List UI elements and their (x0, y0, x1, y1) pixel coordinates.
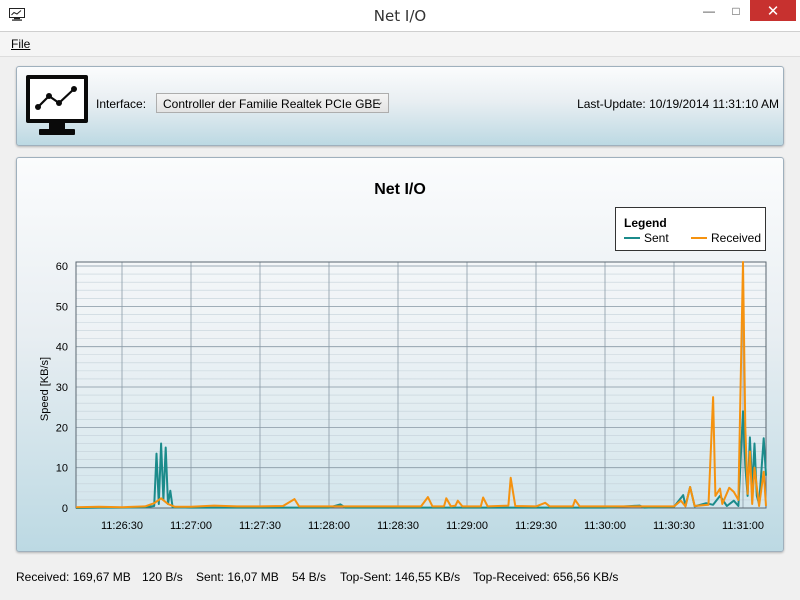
interface-dropdown[interactable]: Controller der Familie Realtek PCIe GBE … (156, 93, 389, 113)
interface-dropdown-value: Controller der Familie Realtek PCIe GBE (163, 97, 381, 111)
x-tick-label: 11:29:30 (515, 520, 557, 532)
interface-label: Interface: (96, 97, 147, 111)
status-sent-total: Sent: 16,07 MB (196, 570, 279, 584)
x-tick-label: 11:30:00 (584, 520, 626, 532)
status-received-total: Received: 169,67 MB (16, 570, 131, 584)
y-tick-label: 10 (56, 463, 68, 475)
status-top-received: Top-Received: 656,56 KB/s (473, 570, 619, 584)
x-tick-label: 11:29:00 (446, 520, 488, 532)
chart-title: Net I/O (374, 181, 426, 198)
legend-received-swatch (691, 237, 707, 239)
status-sent-rate: 54 B/s (292, 570, 327, 584)
x-tick-label: 11:30:30 (653, 520, 695, 532)
x-tick-label: 11:27:00 (170, 520, 212, 532)
x-tick-label: 11:31:00 (722, 520, 764, 532)
status-received-rate: 120 B/s (142, 570, 183, 584)
title-bar: Net I/O — □ ✕ (0, 0, 800, 32)
y-tick-label: 40 (56, 342, 68, 354)
close-button[interactable]: ✕ (750, 0, 796, 21)
series-line-received (75, 261, 767, 509)
x-tick-label: 11:27:30 (239, 520, 281, 532)
last-update-text: Last-Update: 10/19/2014 11:31:10 AM (577, 97, 779, 111)
plot-area (76, 262, 766, 508)
status-top-sent: Top-Sent: 146,55 KB/s (340, 570, 461, 584)
window-title: Net I/O (373, 7, 427, 25)
y-tick-label: 20 (56, 422, 68, 434)
y-tick-label: 0 (62, 503, 68, 515)
menu-bar: File (0, 32, 800, 57)
legend-sent-label: Sent (644, 231, 669, 245)
status-bar: Received: 169,67 MB 120 B/s Sent: 16,07 … (0, 562, 800, 592)
monitor-icon (9, 8, 25, 21)
x-tick-label: 11:26:30 (101, 520, 143, 532)
legend-sent-swatch (624, 237, 640, 239)
x-tick-label: 11:28:00 (308, 520, 350, 532)
y-tick-label: 30 (56, 382, 68, 394)
monitor-chart-icon (26, 75, 88, 135)
minimize-button[interactable]: — (703, 3, 715, 18)
chart-panel: 0 10 20 30 40 50 60 11:26:30 11:27:00 11:27:30 11:… (16, 157, 784, 552)
net-io-chart: 0 10 20 30 40 50 60 11:26:30 11:27:00 11:27:30 11:… (39, 261, 767, 532)
maximize-button[interactable]: □ (732, 3, 740, 18)
x-tick-label: 11:28:30 (377, 520, 419, 532)
y-tick-label: 50 (56, 301, 68, 313)
legend-title: Legend (624, 216, 667, 230)
legend-received-label: Received (711, 231, 762, 245)
y-tick-label: 60 (56, 261, 68, 273)
y-axis-label: Speed [KB/s] (39, 357, 51, 421)
menu-file[interactable]: File (11, 37, 31, 51)
chart-legend: Legend Sent Received (615, 207, 766, 251)
interface-panel: Interface: Controller der Familie Realte… (16, 66, 784, 146)
chevron-down-icon: ⌄ (374, 96, 384, 108)
